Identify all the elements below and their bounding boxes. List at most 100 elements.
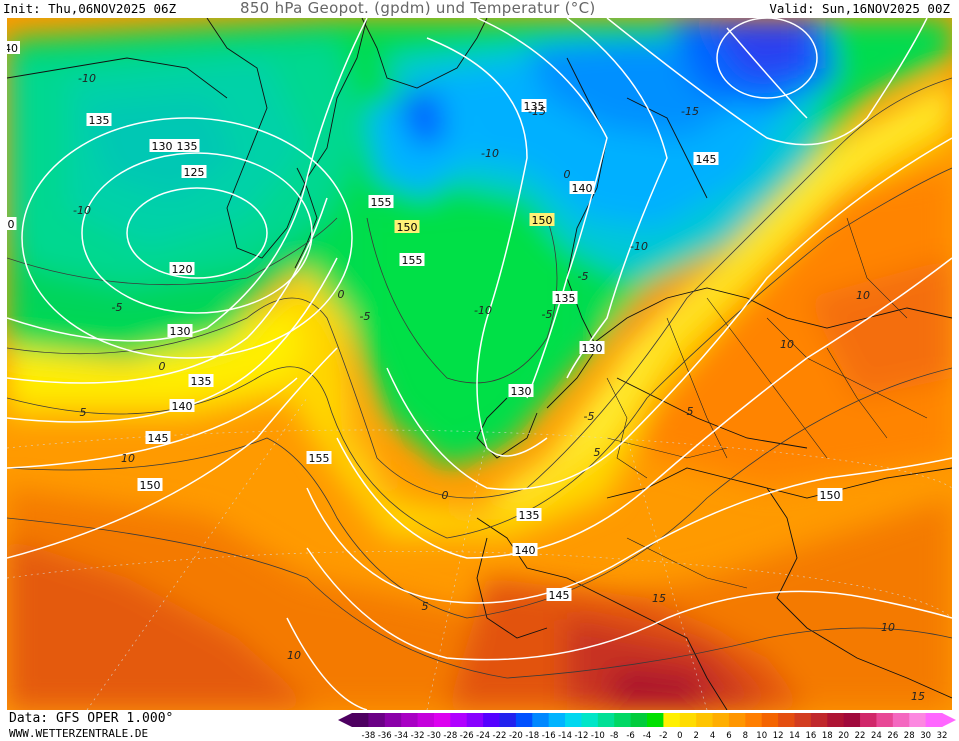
geopotential-label: 135 <box>519 509 540 522</box>
temperature-label: 5 <box>80 406 87 419</box>
temperature-label: 10 <box>121 452 135 465</box>
geopotential-label-box <box>579 341 605 354</box>
colorbar-swatch <box>614 713 632 727</box>
colorbar-swatch <box>581 713 599 727</box>
temperature-label: -5 <box>542 308 553 321</box>
geopotential-label-box <box>368 195 394 208</box>
geopotential-label: 155 <box>402 254 423 267</box>
geopotential-label-box <box>399 253 425 266</box>
colorbar-swatch <box>532 713 550 727</box>
geopotential-label-box <box>516 508 542 521</box>
header-bar: Init: Thu,06NOV2025 06Z 850 hPa Geopot. … <box>0 0 959 18</box>
colorbar-swatch <box>499 713 517 727</box>
geopotential-label-box <box>394 220 420 233</box>
temperature-label: -5 <box>360 310 371 323</box>
geopotential-label-box <box>512 543 538 556</box>
temperature-label: 0 <box>442 489 449 502</box>
graticule <box>7 397 952 710</box>
geopotential-label: 135 <box>177 140 198 153</box>
geopotential-label: 125 <box>184 166 205 179</box>
colorbar-swatch <box>778 713 795 727</box>
geopotential-label-box <box>149 139 175 152</box>
temperature-label: 5 <box>687 405 694 418</box>
colorbar-swatch <box>483 713 500 727</box>
colorbar-swatch <box>810 713 828 727</box>
country-borders <box>606 217 928 589</box>
colorbar-swatch <box>663 713 681 727</box>
colorbar-tick-label: -8 <box>610 731 618 740</box>
temperature-label: 10 <box>780 338 794 351</box>
colorbar-tick-label: -6 <box>626 731 634 740</box>
colorbar-swatch <box>745 713 763 727</box>
colorbar-tick-label: -32 <box>411 731 425 740</box>
temperature-field <box>7 18 952 710</box>
geopotential-label: 155 <box>371 196 392 209</box>
geopotential-label: 140 <box>572 182 593 195</box>
colorbar-swatch <box>892 713 910 727</box>
temperature-label: -10 <box>78 72 96 85</box>
geopotential-label-box <box>86 113 112 126</box>
colorbar-tick-label: 14 <box>789 731 800 740</box>
temperature-label: -10 <box>474 304 492 317</box>
colorbar-swatch <box>401 713 419 727</box>
colorbar-tick-label: -36 <box>378 731 392 740</box>
colorbar-tick-label: -4 <box>643 731 651 740</box>
geopotential-label-box <box>529 213 555 226</box>
temperature-label: 5 <box>594 446 601 459</box>
temperature-label: 10 <box>881 621 895 634</box>
colorbar-swatch <box>565 713 582 727</box>
geopotential-label-box <box>174 139 200 152</box>
colorbar-tick-label: 0 <box>677 731 682 740</box>
colorbar-tick-label: -38 <box>361 731 375 740</box>
geopotential-label: 145 <box>696 153 717 166</box>
temperature-label: 15 <box>911 690 925 703</box>
geopotential-label: 135 <box>555 292 576 305</box>
coastlines <box>7 18 952 710</box>
geopotential-label: 145 <box>549 589 570 602</box>
colorbar-swatch <box>450 713 468 727</box>
colorbar-swatch <box>433 713 451 727</box>
geopotential-label: 135 <box>89 114 110 127</box>
geopotential-label-box <box>508 384 534 397</box>
geopotential-label: 150 <box>140 479 161 492</box>
colorbar-swatch <box>679 713 697 727</box>
colorbar-swatch <box>548 713 566 727</box>
temperature-label: -5 <box>112 301 123 314</box>
geopotential-label: 130 <box>582 342 603 355</box>
geopotential-label-box <box>7 41 20 54</box>
colorbar-tick-label: -30 <box>427 731 441 740</box>
colorbar-swatch <box>761 713 779 727</box>
colorbar-swatch <box>417 713 435 727</box>
colorbar-tick-label: 20 <box>838 731 849 740</box>
colorbar-swatch <box>712 713 730 727</box>
colorbar-tick-label: 30 <box>920 731 931 740</box>
geopotential-label: 130 <box>170 325 191 338</box>
geopotential-label-box <box>7 217 17 230</box>
temperature-label: 10 <box>856 289 870 302</box>
geopotential-label: 130 <box>152 140 173 153</box>
geopotential-label: 140 <box>172 400 193 413</box>
temperature-label: 0 <box>338 288 345 301</box>
temperature-label: 10 <box>287 649 301 662</box>
colorbar-tick-label: -20 <box>509 731 523 740</box>
temperature-label: 5 <box>422 600 429 613</box>
website-label: WWW.WETTERZENTRALE.DE <box>9 727 149 740</box>
geopotential-label-box <box>693 152 719 165</box>
colorbar-swatch <box>827 713 845 727</box>
colorbar-swatch <box>352 713 369 727</box>
geopotential-label: 145 <box>148 432 169 445</box>
colorbar-swatch <box>728 713 746 727</box>
geopotential-label: 155 <box>309 452 330 465</box>
colorbar-swatch <box>384 713 402 727</box>
temperature-label: -10 <box>73 204 91 217</box>
geopotential-label-box <box>521 99 547 112</box>
geopotential-label-box <box>137 478 163 491</box>
geopotential-label-box <box>169 262 195 275</box>
colorbar-tick-label: -16 <box>542 731 556 740</box>
geopotential-label-box <box>181 165 207 178</box>
colorbar-tick-label: 2 <box>693 731 698 740</box>
geopotential-label-box <box>817 488 843 501</box>
colorbar-swatch <box>925 713 943 727</box>
colorbar-tick-label: -26 <box>460 731 474 740</box>
colorbar-swatch <box>909 713 927 727</box>
